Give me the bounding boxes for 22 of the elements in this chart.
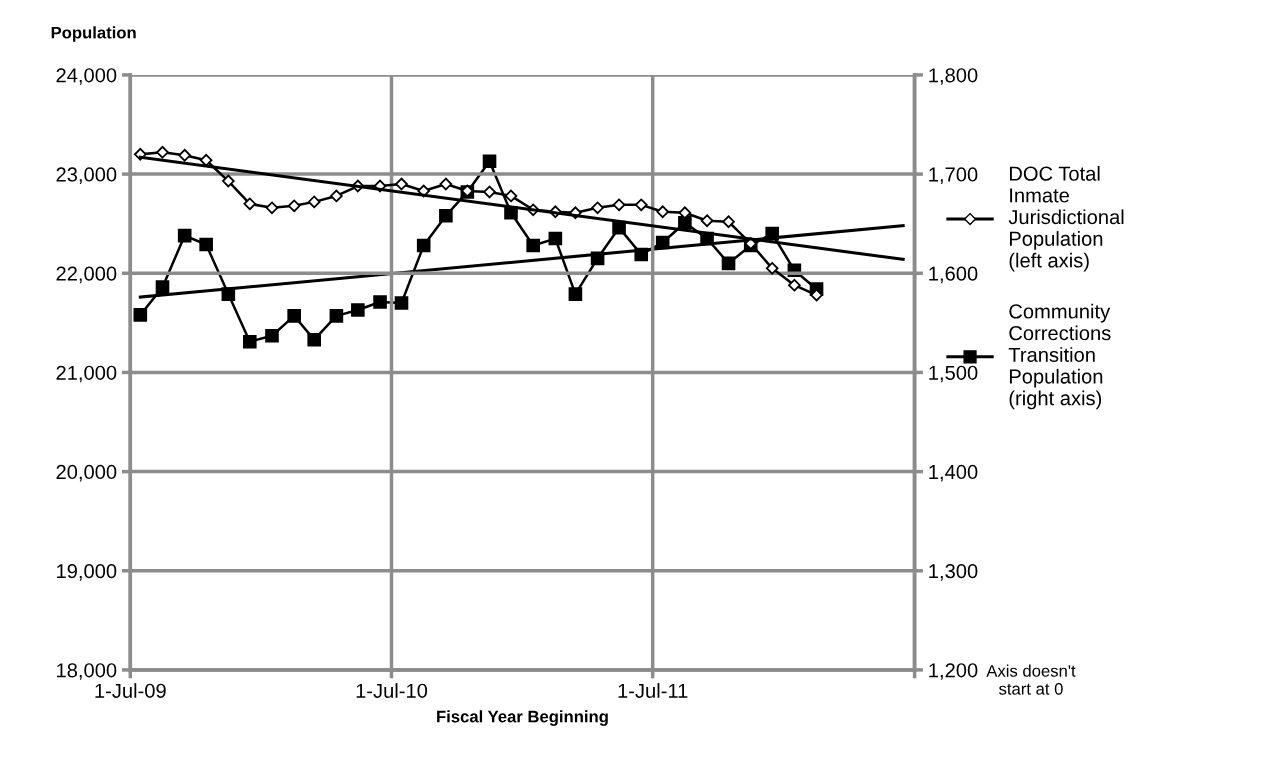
y-tick-label: 19,000 — [57, 564, 117, 581]
y-axis-title: Population — [51, 26, 136, 42]
x-tick-label: 1-Jul-10 — [356, 683, 428, 698]
text: Axis doesn't start at 0 — [986, 664, 1076, 695]
legend-label: DOC Total Inmate Jurisdictional Population (left axis) — [1008, 166, 1124, 272]
y-tick-label: 18,000 — [57, 663, 117, 680]
x-tick-label: 1-Jul-09 — [95, 683, 166, 698]
y2-tick-label: 1,700 — [929, 167, 978, 184]
legend-label: Community Corrections Transition Population (right axis) — [1008, 303, 1111, 410]
x-axis-title: Fiscal Year Beginning — [437, 710, 608, 726]
y-tick-label: 24,000 — [56, 68, 117, 85]
y2-tick-label: 1,500 — [929, 365, 978, 383]
y2-tick-label: 1,200 — [929, 663, 978, 680]
y-tick-label: 20,000 — [56, 464, 117, 482]
y2-tick-label: 1,600 — [929, 266, 978, 284]
x-tick-label: 1-Jul-11 — [618, 683, 688, 698]
y2-tick-label: 1,400 — [929, 464, 978, 482]
y2-tick-label: 1,300 — [929, 564, 978, 581]
y-tick-label: 22,000 — [56, 266, 117, 284]
y-tick-label: 21,000 — [56, 365, 117, 383]
y2-tick-label: 1,800 — [929, 68, 978, 85]
y-tick-label: 23,000 — [56, 167, 117, 184]
